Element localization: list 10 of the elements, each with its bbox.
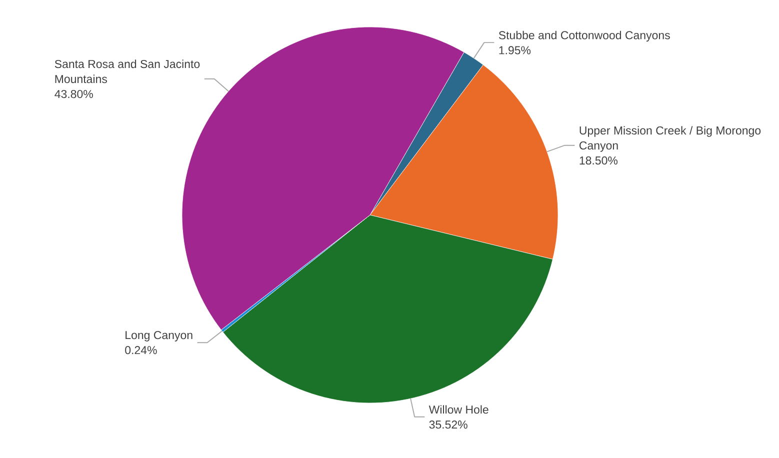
slice-label: Santa Rosa and San Jacinto Mountains	[54, 60, 200, 84]
data-label: 43.80%	[54, 90, 93, 98]
data-label: 1.95%	[499, 46, 531, 54]
slice-label: Long Canyon	[126, 331, 192, 342]
slice-label: Upper Mission Creek / Big Morongo Canyon	[580, 126, 761, 152]
data-label: 0.24%	[125, 346, 157, 354]
data-label: 18.50%	[580, 156, 618, 165]
data-label: 35.52%	[429, 420, 468, 429]
slice-label: Willow Hole	[428, 405, 488, 414]
slice-label: Stubbe and Cottonwood Canyons	[498, 30, 670, 42]
